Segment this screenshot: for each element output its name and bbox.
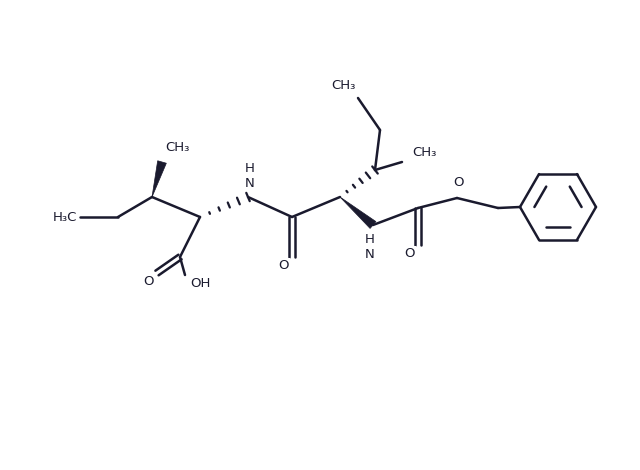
Text: O: O: [452, 176, 463, 189]
Text: O: O: [143, 275, 154, 288]
Text: O: O: [404, 247, 415, 260]
Text: H
N: H N: [245, 162, 255, 190]
Text: H
N: H N: [365, 233, 375, 261]
Text: O: O: [278, 259, 289, 272]
Polygon shape: [152, 161, 166, 197]
Text: CH₃: CH₃: [412, 146, 436, 159]
Text: CH₃: CH₃: [165, 141, 189, 154]
Text: H₃C: H₃C: [52, 211, 77, 224]
Text: CH₃: CH₃: [332, 79, 356, 92]
Text: OH: OH: [190, 277, 211, 290]
Polygon shape: [340, 197, 376, 228]
